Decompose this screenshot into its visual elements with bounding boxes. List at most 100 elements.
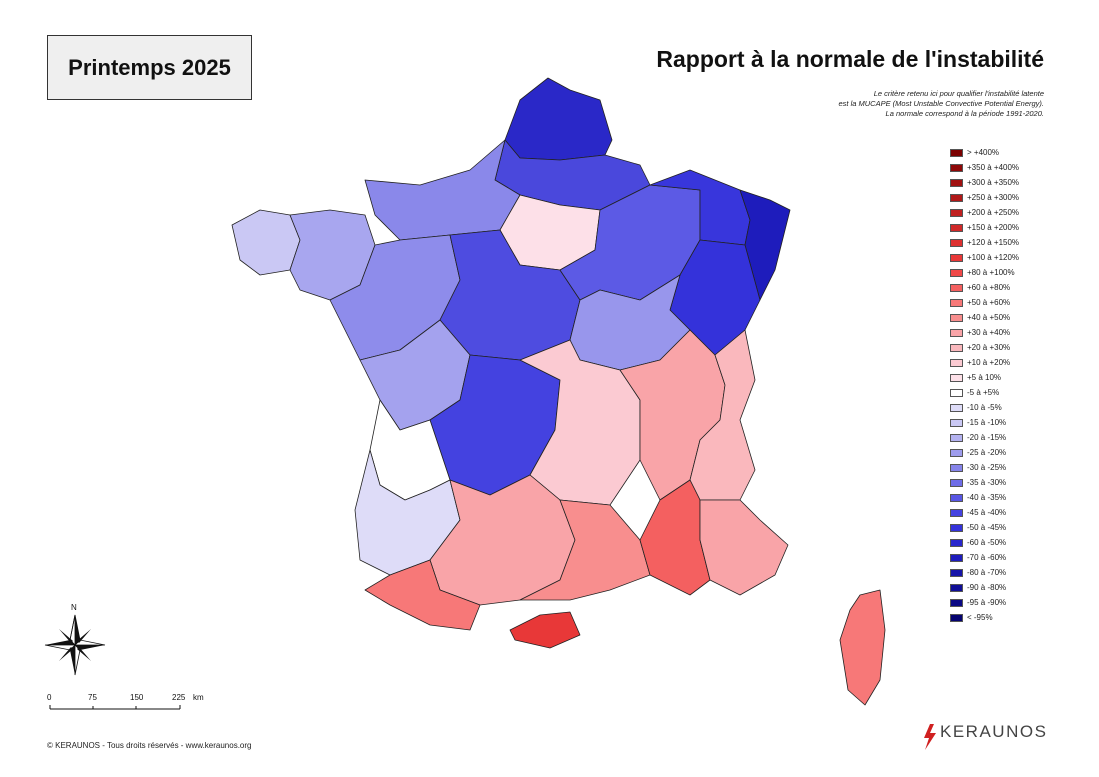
legend-item: +120 à +150%: [950, 235, 1019, 250]
legend-label: -45 à -40%: [967, 508, 1007, 517]
map-region-roussillon: [509, 611, 581, 649]
scale-tick-label: 225: [172, 693, 186, 702]
legend-item: +10 à +20%: [950, 355, 1019, 370]
copyright-text: © KERAUNOS - Tous droits réservés - www.…: [47, 741, 252, 750]
legend-swatch: [950, 163, 963, 172]
legend-item: -25 à -20%: [950, 445, 1019, 460]
legend-label: -30 à -25%: [967, 463, 1007, 472]
legend-item: +250 à +300%: [950, 190, 1019, 205]
legend-item: -70 à -60%: [950, 550, 1019, 565]
legend-label: < -95%: [967, 613, 993, 622]
color-legend: > +400% +350 à +400% +300 à +350% +250 à +3…: [950, 145, 1019, 625]
map-zones: [231, 77, 886, 706]
legend-label: +20 à +30%: [967, 343, 1011, 352]
legend-swatch: [950, 148, 963, 157]
note-line: La normale correspond à la période 1991-…: [885, 109, 1044, 118]
legend-swatch: [950, 343, 963, 352]
legend-label: -20 à -15%: [967, 433, 1007, 442]
legend-label: +30 à +40%: [967, 328, 1011, 337]
legend-item: +20 à +30%: [950, 340, 1019, 355]
legend-label: -95 à -90%: [967, 598, 1007, 607]
legend-label: +120 à +150%: [967, 238, 1020, 247]
scale-tick-label: 0: [47, 693, 52, 702]
legend-item: +100 à +120%: [950, 250, 1019, 265]
legend-swatch: [950, 178, 963, 187]
legend-label: +80 à +100%: [967, 268, 1015, 277]
legend-swatch: [950, 508, 963, 517]
legend-label: +250 à +300%: [967, 193, 1020, 202]
legend-swatch: [950, 208, 963, 217]
legend-swatch: [950, 448, 963, 457]
legend-swatch: [950, 598, 963, 607]
legend-item: +350 à +400%: [950, 160, 1019, 175]
legend-label: -5 à +5%: [967, 388, 1000, 397]
legend-swatch: [950, 403, 963, 412]
season-label: Printemps 2025: [47, 35, 252, 100]
legend-item: +30 à +40%: [950, 325, 1019, 340]
legend-swatch: [950, 313, 963, 322]
legend-swatch: [950, 418, 963, 427]
legend-item: -30 à -25%: [950, 460, 1019, 475]
legend-swatch: [950, 463, 963, 472]
legend-label: +150 à +200%: [967, 223, 1020, 232]
north-label: N: [71, 603, 77, 612]
legend-item: -15 à -10%: [950, 415, 1019, 430]
compass-rose-icon: [44, 614, 106, 676]
legend-item: -20 à -15%: [950, 430, 1019, 445]
map-region-pyrenees: [364, 559, 481, 631]
legend-swatch: [950, 388, 963, 397]
logo-text: KERAUNOS: [940, 722, 1048, 741]
legend-swatch: [950, 358, 963, 367]
legend-label: -50 à -45%: [967, 523, 1007, 532]
legend-item: -80 à -70%: [950, 565, 1019, 580]
legend-item: < -95%: [950, 610, 1019, 625]
legend-label: +60 à +80%: [967, 283, 1011, 292]
legend-swatch: [950, 238, 963, 247]
legend-swatch: [950, 298, 963, 307]
legend-label: +10 à +20%: [967, 358, 1011, 367]
legend-label: -60 à -50%: [967, 538, 1007, 547]
map-region-nord: [504, 77, 613, 161]
legend-swatch: [950, 223, 963, 232]
legend-label: -10 à -5%: [967, 403, 1002, 412]
legend-swatch: [950, 283, 963, 292]
legend-item: -45 à -40%: [950, 505, 1019, 520]
legend-item: -60 à -50%: [950, 535, 1019, 550]
legend-item: -5 à +5%: [950, 385, 1019, 400]
legend-label: > +400%: [967, 148, 1000, 157]
legend-item: +40 à +50%: [950, 310, 1019, 325]
legend-label: -40 à -35%: [967, 493, 1007, 502]
legend-item: +300 à +350%: [950, 175, 1019, 190]
legend-swatch: [950, 193, 963, 202]
legend-label: +5 à 10%: [967, 373, 1002, 382]
method-note: Le critère retenu ici pour qualifier l'i…: [724, 89, 1045, 119]
legend-swatch: [950, 568, 963, 577]
map-region-corse: [839, 589, 886, 706]
legend-swatch: [950, 373, 963, 382]
legend-item: +5 à 10%: [950, 370, 1019, 385]
map-region-bretagne-west: [231, 209, 301, 276]
legend-swatch: [950, 433, 963, 442]
legend-item: > +400%: [950, 145, 1019, 160]
legend-label: -90 à -80%: [967, 583, 1007, 592]
legend-label: -70 à -60%: [967, 553, 1007, 562]
map-region-cote-azur: [699, 499, 789, 596]
legend-label: -80 à -70%: [967, 568, 1007, 577]
legend-label: -35 à -30%: [967, 478, 1007, 487]
legend-item: +50 à +60%: [950, 295, 1019, 310]
map-region-auvergne: [519, 339, 641, 506]
legend-item: -90 à -80%: [950, 580, 1019, 595]
legend-item: -95 à -90%: [950, 595, 1019, 610]
scale-bar: [49, 705, 181, 710]
legend-label: +40 à +50%: [967, 313, 1011, 322]
map-title: Rapport à la normale de l'instabilité: [656, 46, 1044, 72]
legend-label: +50 à +60%: [967, 298, 1011, 307]
legend-item: -50 à -45%: [950, 520, 1019, 535]
legend-label: +100 à +120%: [967, 253, 1020, 262]
scale-tick-label: 75: [88, 693, 97, 702]
legend-item: +200 à +250%: [950, 205, 1019, 220]
map-region-normandie: [364, 139, 521, 241]
legend-swatch: [950, 523, 963, 532]
legend-label: +200 à +250%: [967, 208, 1020, 217]
lightning-bolt-icon: [924, 724, 936, 750]
